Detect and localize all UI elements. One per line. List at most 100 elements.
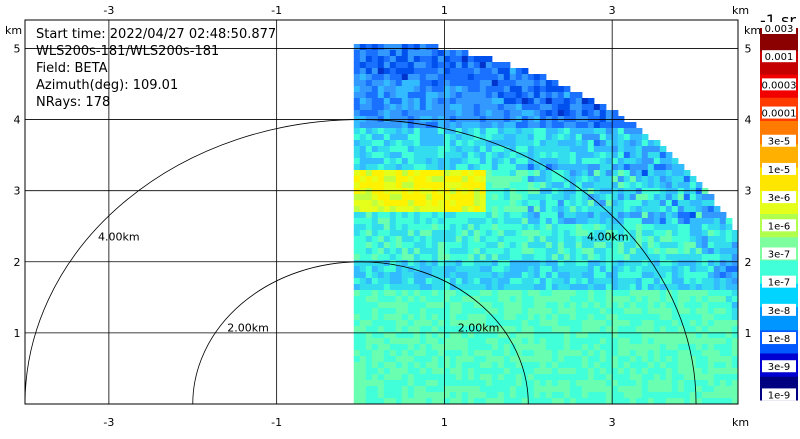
- heatmap-cell: [455, 200, 463, 207]
- heatmap-cell: [635, 134, 643, 141]
- heatmap-cell: [401, 302, 409, 309]
- heatmap-cell: [389, 44, 397, 51]
- heatmap-cell: [395, 314, 403, 321]
- heatmap-cell: [611, 362, 619, 369]
- heatmap-cell: [557, 218, 565, 225]
- heatmap-cell: [425, 290, 433, 297]
- heatmap-cell: [503, 128, 511, 135]
- plot-frame: [24, 19, 739, 405]
- heatmap-cell: [557, 254, 565, 261]
- heatmap-cell: [629, 194, 637, 201]
- heatmap-cell: [593, 224, 601, 231]
- heatmap-cell: [473, 68, 481, 75]
- heatmap-cell: [401, 74, 409, 81]
- heatmap-cell: [521, 188, 529, 195]
- heatmap-cell: [533, 80, 541, 87]
- heatmap-cell: [413, 386, 421, 393]
- heatmap-cell: [677, 218, 685, 225]
- heatmap-cell: [443, 80, 451, 87]
- heatmap-cell: [383, 284, 391, 291]
- heatmap-cell: [389, 110, 397, 117]
- heatmap-cell: [635, 170, 643, 177]
- heatmap-cell: [575, 254, 583, 261]
- heatmap-cell: [389, 284, 397, 291]
- heatmap-cell: [365, 212, 373, 219]
- heatmap-cell: [647, 182, 655, 189]
- heatmap-cell: [629, 224, 637, 231]
- heatmap-cell: [377, 266, 385, 273]
- heatmap-cell: [683, 314, 691, 321]
- heatmap-cell: [497, 248, 505, 255]
- heatmap-cell: [443, 308, 451, 315]
- heatmap-cell: [629, 134, 637, 141]
- heatmap-cell: [521, 290, 529, 297]
- heatmap-cell: [569, 182, 577, 189]
- heatmap-cell: [503, 398, 511, 404]
- heatmap-cell: [611, 350, 619, 357]
- heatmap-cell: [359, 176, 367, 183]
- heatmap-cell: [671, 344, 679, 351]
- heatmap-cell: [413, 248, 421, 255]
- heatmap-cell: [647, 170, 655, 177]
- heatmap-cell: [521, 128, 529, 135]
- heatmap-cell: [611, 272, 619, 279]
- heatmap-cell: [563, 218, 571, 225]
- heatmap-cell: [413, 146, 421, 153]
- heatmap-cell: [725, 332, 733, 339]
- heatmap-cell: [407, 344, 415, 351]
- heatmap-cell: [395, 74, 403, 81]
- heatmap-cell: [437, 212, 445, 219]
- heatmap-cell: [455, 134, 463, 141]
- heatmap-cell: [671, 242, 679, 249]
- heatmap-cell: [473, 254, 481, 261]
- heatmap-cell: [395, 386, 403, 393]
- heatmap-cell: [485, 110, 493, 117]
- heatmap-cell: [641, 296, 649, 303]
- heatmap-cell: [473, 332, 481, 339]
- heatmap-cell: [581, 200, 589, 207]
- heatmap-cell: [353, 254, 361, 261]
- heatmap-cell: [365, 248, 373, 255]
- heatmap-cell: [449, 56, 457, 63]
- heatmap-cell: [389, 338, 397, 345]
- heatmap-cell: [593, 200, 601, 207]
- heatmap-cell: [377, 230, 385, 237]
- heatmap-cell: [545, 320, 553, 327]
- heatmap-cell: [509, 272, 517, 279]
- heatmap-cell: [725, 350, 733, 357]
- heatmap-cell: [521, 200, 529, 207]
- heatmap-cell: [695, 302, 703, 309]
- heatmap-cell: [569, 254, 577, 261]
- heatmap-cell: [551, 242, 559, 249]
- heatmap-cell: [503, 200, 511, 207]
- heatmap-cell: [527, 110, 535, 117]
- heatmap-cell: [509, 158, 517, 165]
- heatmap-cell: [425, 224, 433, 231]
- heatmap-cell: [485, 176, 493, 183]
- heatmap-cell: [551, 170, 559, 177]
- heatmap-cell: [353, 152, 361, 159]
- heatmap-cell: [695, 296, 703, 303]
- heatmap-cell: [461, 176, 469, 183]
- heatmap-cell: [443, 212, 451, 219]
- heatmap-cell: [377, 242, 385, 249]
- heatmap-cell: [647, 146, 655, 153]
- heatmap-cell: [521, 182, 529, 189]
- heatmap-cell: [629, 260, 637, 267]
- heatmap-cell: [359, 68, 367, 75]
- heatmap-cell: [479, 188, 487, 195]
- heatmap-cell: [443, 98, 451, 105]
- heatmap-cell: [569, 284, 577, 291]
- heatmap-cell: [443, 140, 451, 147]
- heatmap-cell: [629, 320, 637, 327]
- heatmap-cell: [593, 164, 601, 171]
- heatmap-cell: [521, 236, 529, 243]
- heatmap-cell: [551, 308, 559, 315]
- heatmap-cell: [359, 236, 367, 243]
- heatmap-cell: [647, 194, 655, 201]
- heatmap-cell: [605, 338, 613, 345]
- heatmap-cell: [413, 128, 421, 135]
- heatmap-cell: [599, 128, 607, 135]
- heatmap-cell: [695, 338, 703, 345]
- heatmap-cell: [527, 380, 535, 387]
